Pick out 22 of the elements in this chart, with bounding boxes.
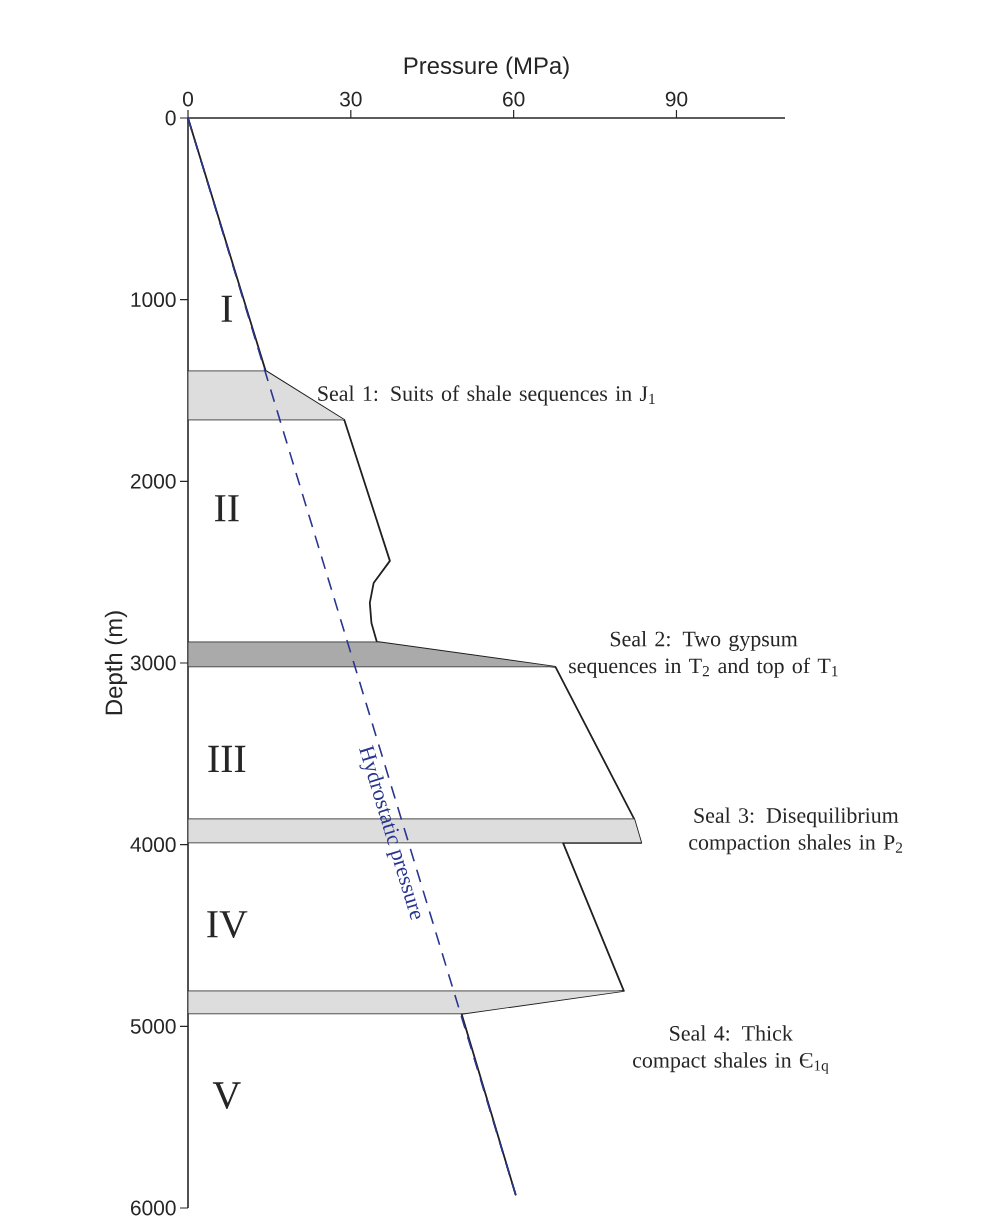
x-tick-label: 60	[503, 91, 525, 107]
annotation: IV	[207, 911, 248, 938]
annotation: II	[214, 495, 239, 522]
y-axis-title: Depth (m)	[104, 611, 128, 715]
band-label: Seal 3: Disequilibrium compaction shales in P$_{2}$	[689, 807, 903, 855]
y-tick-label: 3000	[130, 655, 176, 671]
y-tick-label: 5000	[130, 1018, 176, 1034]
band-label: Seal 4: Thick compact shales in Є$_{1q}$	[633, 1025, 829, 1074]
y-tick-label: 2000	[130, 473, 176, 489]
x-axis-title: Pressure (MPa)	[404, 56, 569, 79]
band-label: Seal 2: Two gypsum sequences in T$_{2}$ and top of T$_{1}$	[569, 630, 838, 678]
annotation: I	[221, 295, 233, 322]
x-tick-label: 0	[183, 91, 193, 107]
band-label: Seal 1: Suits of shale sequences in J$_{1}$	[318, 385, 655, 406]
y-tick-label: 6000	[131, 1200, 176, 1216]
y-tick-label: 4000	[130, 837, 176, 853]
annotation: III	[208, 745, 246, 772]
x-tick-label: 30	[339, 91, 362, 107]
x-tick-label: 90	[665, 91, 688, 107]
annotation: V	[212, 1082, 241, 1110]
y-tick-label: 0	[165, 110, 176, 126]
y-tick-label: 1000	[131, 292, 176, 308]
